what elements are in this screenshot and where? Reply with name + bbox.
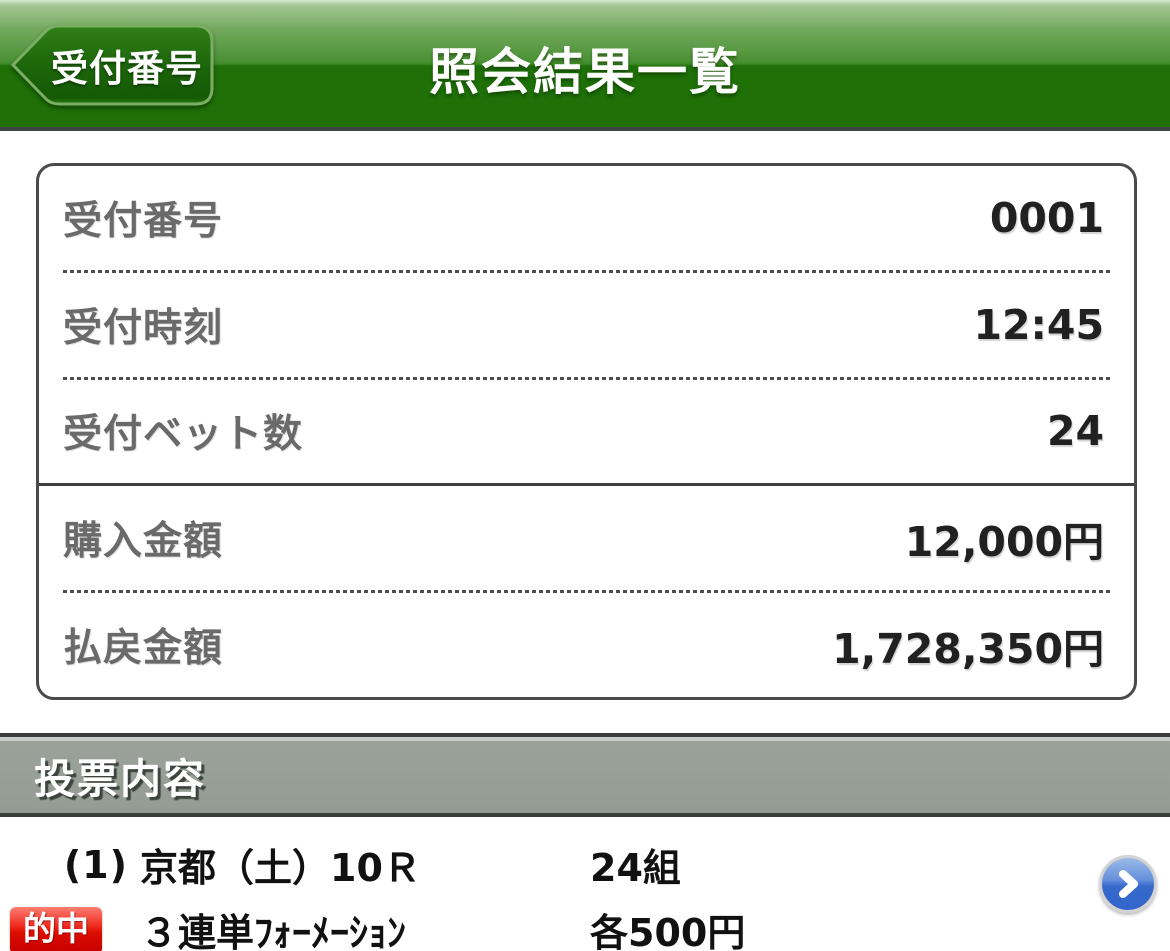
bet-combination-count: 24組	[590, 846, 681, 890]
back-arrow-icon	[10, 24, 214, 106]
chevron-right-icon	[1119, 870, 1138, 898]
app-header: 受付番号 照会結果一覧	[0, 0, 1170, 131]
bet-item-grid: (1) 京都（土）10Ｒ 24組 的中 ３連単ﾌｫｰﾒｰｼｮﾝ 各500円	[10, 837, 1170, 951]
bet-race-name: 京都（土）10Ｒ	[140, 846, 421, 890]
bet-index: (1)	[63, 842, 128, 887]
summary-row-purchase-amount: 購入金額 12,000円	[39, 486, 1134, 590]
section-divider-solid	[39, 483, 1134, 487]
summary-row-receipt-time: 受付時刻 12:45	[39, 273, 1134, 377]
page-title: 照会結果一覧	[429, 43, 741, 101]
hit-status-badge: 的中	[10, 906, 102, 951]
vote-contents-title: 投票内容	[34, 755, 206, 803]
bet-detail-button[interactable]	[1099, 855, 1157, 913]
inquiry-summary-card: 受付番号 0001 受付時刻 12:45 受付ベット数 24 購入金額 12,0…	[36, 163, 1137, 700]
receipt-number-value: 0001	[989, 193, 1104, 242]
summary-row-refund-amount: 払戻金額 1,728,350円	[39, 593, 1134, 697]
receipt-time-label: 受付時刻	[63, 305, 224, 351]
back-button-label: 受付番号	[51, 47, 203, 90]
hit-badge-cell: 的中	[10, 905, 130, 951]
bet-count-value: 24	[1046, 407, 1104, 456]
receipt-time-value: 12:45	[973, 300, 1104, 349]
refund-amount-label: 払戻金額	[63, 626, 224, 672]
purchase-amount-label: 購入金額	[63, 519, 224, 565]
bet-list-item[interactable]: (1) 京都（土）10Ｒ 24組 的中 ３連単ﾌｫｰﾒｰｼｮﾝ 各500円	[0, 817, 1170, 951]
back-button-receipt-number[interactable]: 受付番号	[8, 22, 218, 108]
row-divider-dotted	[63, 269, 1110, 273]
row-divider-dotted	[63, 590, 1110, 594]
row-divider-dotted	[63, 376, 1110, 380]
summary-row-receipt-number: 受付番号 0001	[39, 166, 1134, 270]
bet-count-label: 受付ベット数	[63, 412, 304, 458]
receipt-number-label: 受付番号	[63, 198, 224, 244]
bet-type: ３連単ﾌｫｰﾒｰｼｮﾝ	[140, 911, 407, 951]
bet-unit-price: 各500円	[590, 911, 746, 951]
purchase-amount-value: 12,000円	[904, 518, 1104, 567]
refund-amount-value: 1,728,350円	[832, 625, 1104, 674]
summary-row-bet-count: 受付ベット数 24	[39, 380, 1134, 484]
vote-contents-section-header: 投票内容	[0, 733, 1170, 817]
